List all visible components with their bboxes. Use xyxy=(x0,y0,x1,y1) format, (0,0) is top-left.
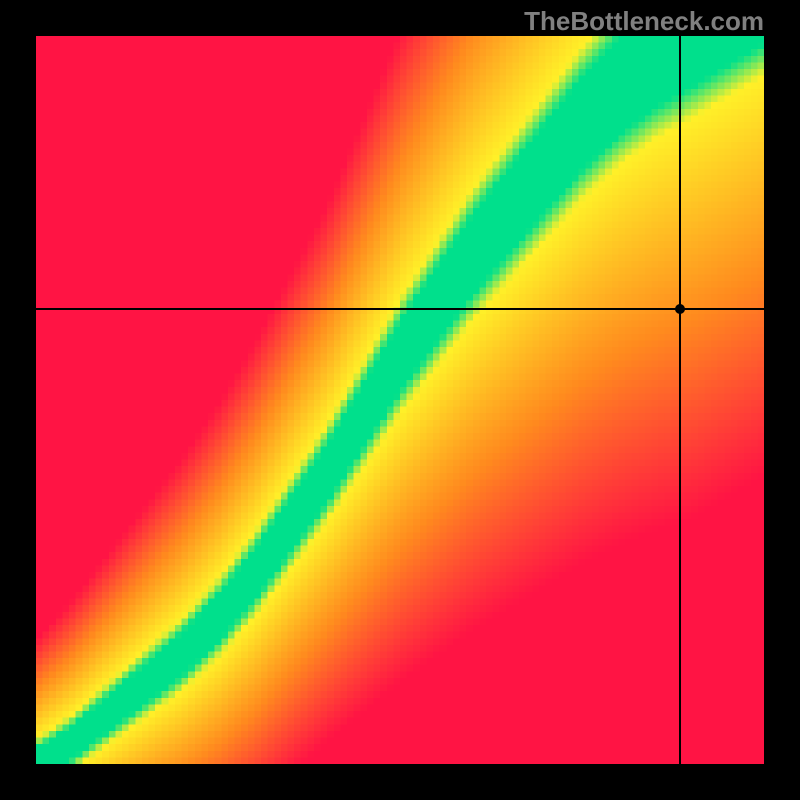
crosshair-horizontal xyxy=(36,308,764,310)
watermark-text: TheBottleneck.com xyxy=(524,6,764,37)
chart-container: TheBottleneck.com xyxy=(0,0,800,800)
crosshair-vertical xyxy=(679,36,681,764)
plot-area xyxy=(36,36,764,764)
bottleneck-heatmap xyxy=(36,36,764,764)
